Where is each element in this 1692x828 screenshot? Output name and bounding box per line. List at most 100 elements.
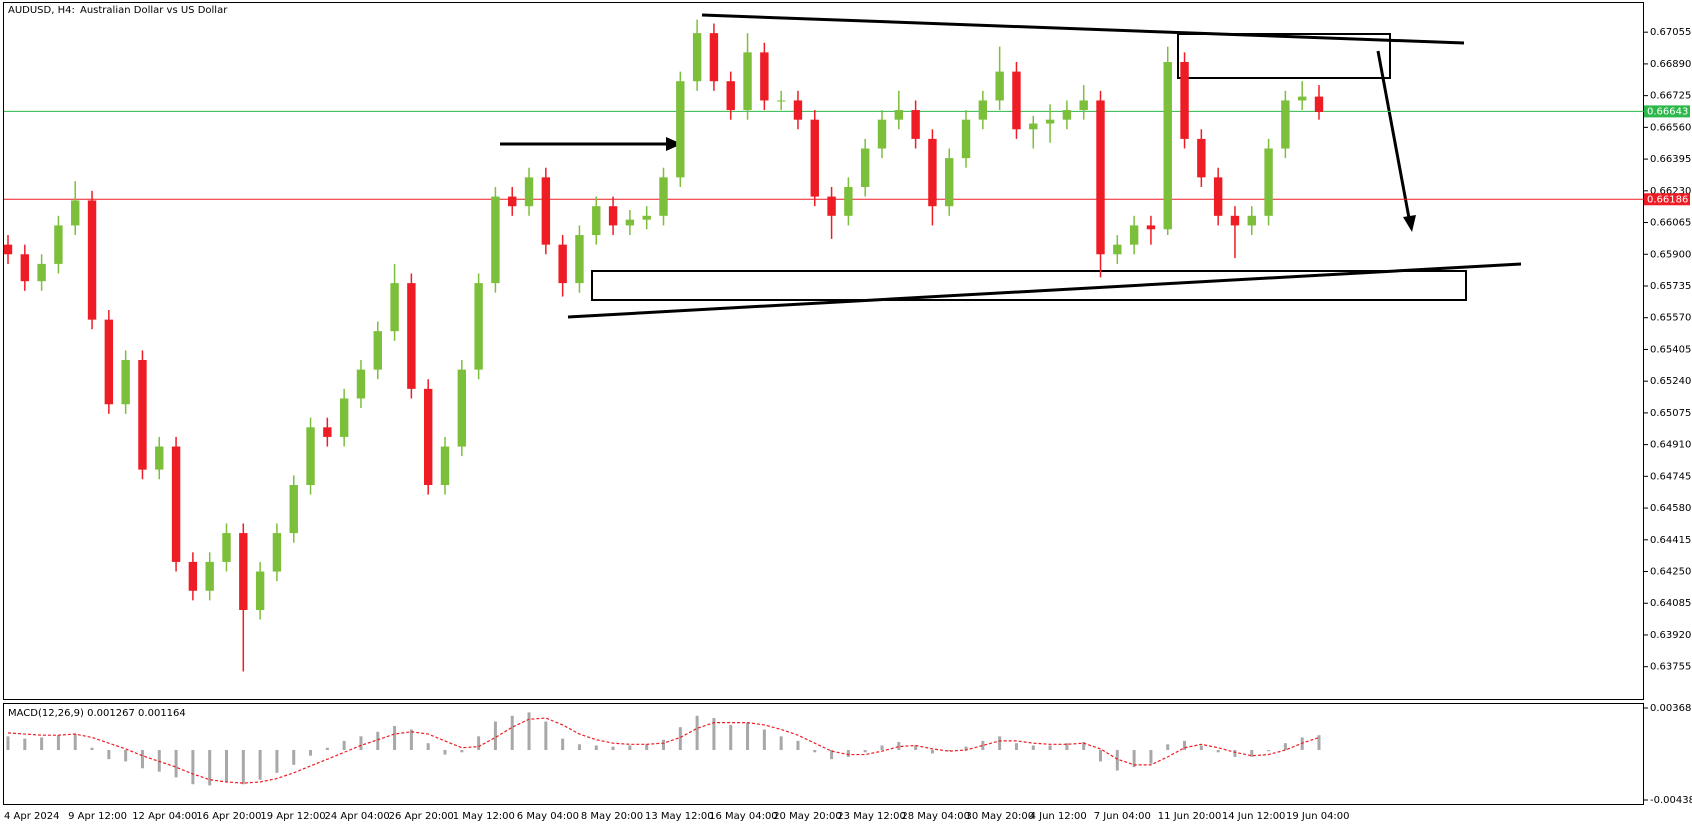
candle-body	[844, 186, 853, 216]
y-tick-label: 0.64250	[1650, 567, 1691, 578]
candle-body	[978, 100, 988, 120]
macd-bar	[998, 736, 1002, 751]
macd-bar	[846, 750, 850, 757]
macd-bar	[443, 750, 447, 755]
macd-bar	[477, 736, 481, 751]
macd-bar	[830, 750, 834, 760]
y-tick-label: 0.63755	[1650, 662, 1691, 673]
macd-name: MACD(12,26,9)	[8, 708, 84, 719]
candle-body	[810, 119, 819, 197]
macd-bar	[56, 735, 60, 751]
candle-body	[306, 427, 315, 485]
symbol: AUDUSD, H4:	[8, 5, 75, 16]
y-tick-label: 0.64415	[1650, 535, 1691, 546]
macd-bar	[729, 724, 733, 751]
macd-bar	[544, 721, 548, 751]
macd-bar	[40, 737, 44, 751]
candle-body	[1045, 119, 1055, 124]
candle-body	[155, 446, 164, 470]
signal-line	[7, 717, 1320, 784]
macd-bar	[611, 746, 615, 751]
macd-bar	[1267, 750, 1271, 752]
candle-body	[709, 33, 719, 82]
candle-body	[558, 244, 567, 284]
x-tick-label: 4 Jun 12:00	[1030, 811, 1087, 822]
macd-title: MACD(12,26,9) 0.001267 0.001164	[8, 708, 186, 719]
y-tick-label: -0.004380	[1650, 795, 1692, 806]
macd-bar	[376, 731, 380, 751]
macd-bar	[393, 726, 397, 751]
x-tick-label: 4 Apr 2024	[4, 811, 59, 822]
arrow-head	[1403, 215, 1416, 232]
candle-body	[138, 360, 147, 470]
candle-body	[474, 283, 483, 370]
candle-body	[255, 571, 265, 610]
x-tick-label: 11 Jun 20:00	[1158, 811, 1222, 822]
y-tick-label: 0.65240	[1650, 376, 1691, 387]
candle-body	[1281, 100, 1290, 149]
macd-bar	[1166, 744, 1170, 751]
x-tick-label: 19 Apr 12:00	[260, 811, 325, 822]
macd-bar	[1183, 740, 1187, 751]
y-tick-label: 0.66725	[1650, 91, 1691, 102]
macd-bar	[258, 750, 262, 780]
signal-value: 0.001164	[138, 708, 186, 719]
candle-body	[659, 177, 668, 216]
macd-bar	[140, 750, 144, 769]
macd-bar	[275, 750, 279, 773]
macd-bar	[947, 750, 951, 752]
candle-body	[1314, 96, 1324, 112]
macd-bar	[662, 739, 665, 751]
y-tick-label: 0.66890	[1650, 59, 1691, 70]
arrow-head	[666, 137, 682, 151]
macd-bar	[107, 750, 111, 760]
candle-body	[205, 561, 214, 591]
candle-body	[87, 200, 97, 320]
candle-body	[1213, 177, 1223, 216]
candle-body	[776, 100, 786, 102]
macd-bar	[90, 747, 94, 751]
candle-body	[793, 100, 803, 120]
macd-bar	[208, 750, 212, 786]
macd-bar	[1250, 750, 1254, 757]
candle-body	[356, 369, 366, 399]
candle-body	[1012, 71, 1021, 130]
price-level-tag	[1644, 193, 1690, 206]
x-tick-label: 6 May 04:00	[517, 811, 579, 822]
macd-bar	[1216, 750, 1220, 753]
macd-bar	[325, 747, 329, 751]
arrow-line	[1376, 50, 1411, 219]
x-tick-label: 30 May 20:00	[966, 811, 1035, 822]
y-tick-label: 0.65735	[1650, 281, 1691, 292]
candle-body	[239, 533, 248, 610]
x-tick-label: 26 Apr 20:00	[389, 811, 454, 822]
candle-body	[692, 33, 702, 82]
y-tick-label: 0.66560	[1650, 122, 1691, 133]
candle-body	[827, 196, 836, 216]
candle-body	[676, 81, 685, 178]
macd-bar	[510, 715, 514, 751]
price-level-label: 0.66186	[1647, 194, 1688, 205]
candle-body	[491, 196, 500, 284]
candle-body	[911, 110, 920, 139]
y-tick-label: 0.65405	[1650, 344, 1691, 355]
macd-bar	[493, 721, 497, 751]
macd-bar	[1199, 745, 1203, 751]
candle-body	[945, 158, 954, 207]
macd-bar	[1115, 750, 1119, 771]
macd-bar	[981, 740, 985, 751]
macd-bar	[930, 750, 934, 754]
price-level-label: 0.66643	[1647, 106, 1688, 117]
candle-body	[104, 319, 114, 405]
x-tick-label: 7 Jun 04:00	[1094, 811, 1151, 822]
candle-body	[894, 110, 904, 120]
x-tick-label: 8 May 20:00	[581, 811, 643, 822]
candle-body	[1129, 225, 1139, 245]
candle-body	[1096, 100, 1105, 255]
macd-bar	[779, 736, 783, 751]
macd-bar	[1149, 750, 1153, 764]
candle-body	[961, 119, 971, 159]
candle-body	[373, 331, 382, 370]
candle-body	[1180, 61, 1189, 139]
x-tick-label: 20 May 20:00	[773, 811, 842, 822]
